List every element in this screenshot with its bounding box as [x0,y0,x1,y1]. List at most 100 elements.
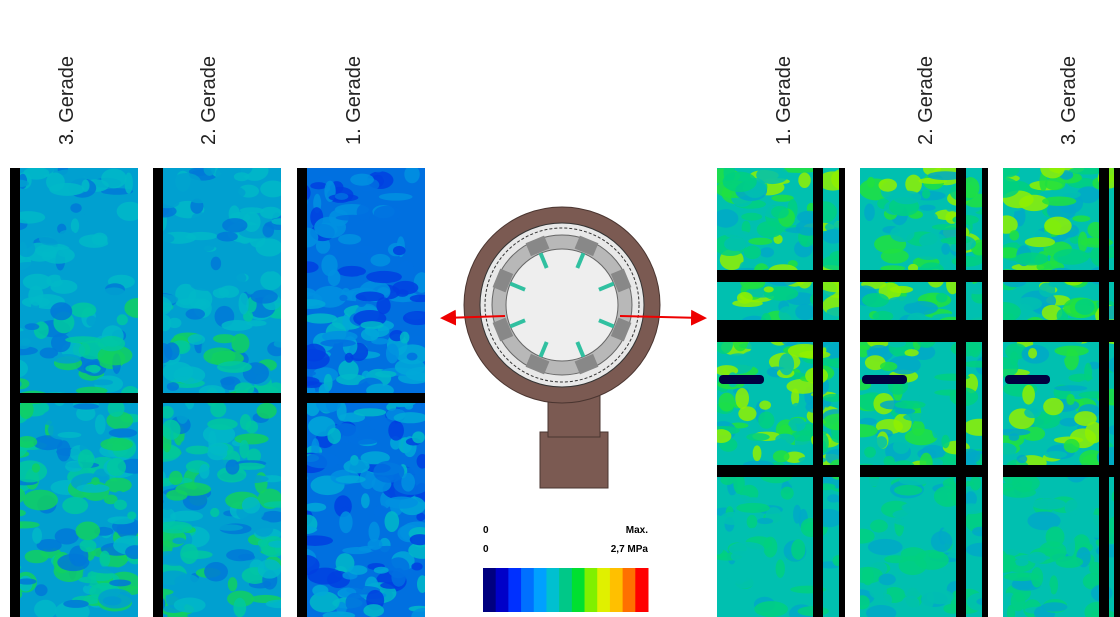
map-blob [1027,511,1061,531]
map-blob [919,232,947,250]
map-blob [741,212,763,221]
map-blob [22,273,52,291]
map-blob [781,168,817,173]
map-blob [239,414,252,430]
map-blob [107,516,135,525]
map-blob [216,524,244,531]
pad-sensor [598,318,615,329]
map-blob [916,580,937,594]
map-blob [927,171,964,181]
map-blob [1031,498,1067,510]
map-blob [220,201,233,208]
map-blob [51,205,73,213]
map-blob [91,379,114,386]
map-blob [271,218,281,225]
pad-sensor [538,252,549,269]
map-blob [32,527,43,544]
legend-min-label: 0 [483,525,489,536]
map-blob [919,204,936,211]
map-gap [1003,270,1120,282]
map-blob [62,496,89,515]
map-blob [107,399,125,417]
map-blob [360,328,380,341]
map-blob [892,439,910,454]
map-blob [350,173,374,186]
map-blob [741,351,762,367]
map-gap [813,168,823,617]
map-blob [931,416,941,439]
map-blob [409,294,425,303]
map-blob [914,245,943,261]
map-blob [124,172,133,194]
map-blob [98,588,133,609]
map-blob [1068,168,1105,175]
map-blob [903,412,937,422]
color-bar-step [635,568,649,612]
map-blob [720,511,746,525]
map-blob [53,353,81,364]
map-gap [860,465,988,477]
map-blob [356,245,375,254]
map-blob [49,182,85,196]
map-blob [348,437,379,445]
map-blob [54,528,79,545]
color-bar-step [546,568,560,612]
map-blob [360,321,384,330]
color-bar-step [609,568,624,612]
map-blob [227,577,238,592]
map-blob [1042,196,1077,206]
map-blob [827,494,841,503]
map-blob [864,446,876,458]
map-blob [109,579,132,587]
map-blob [157,521,193,534]
map-blob [733,472,745,494]
map-blob [31,463,41,473]
map-blob [394,358,425,376]
map-blob [115,490,124,498]
map-blob [1039,172,1048,192]
map-blob [65,336,101,344]
pressure-map [10,168,138,617]
pressure-maps [10,168,1120,617]
map-gap [717,320,845,342]
map-blob [1010,591,1026,612]
map-slot [862,375,907,384]
map-blob [39,232,62,246]
map-blob [162,361,194,383]
map-gap [982,168,988,617]
map-blob [1041,602,1068,612]
map-blob [79,539,97,553]
map-blob [1043,397,1064,416]
map-blob [406,352,418,361]
map-blob [1066,394,1075,406]
pad-sensor [509,318,526,329]
map-blob [113,499,127,511]
color-bar [483,568,649,612]
map-blob [899,516,929,529]
column-label: 3. Gerade [1058,56,1080,145]
map-blob [399,331,410,344]
map-blob [401,472,415,492]
map-blob [373,566,389,574]
map-slot [719,375,764,384]
map-blob [1038,282,1056,298]
map-blob [63,599,89,608]
sensor-diagram [440,206,707,489]
map-blob [210,256,222,271]
map-blob [260,510,281,523]
map-blob [234,382,255,396]
color-bar-step [533,568,547,612]
map-blob [412,431,425,444]
map-blob [1076,186,1100,204]
map-blob [384,511,400,532]
map-blob [406,261,415,279]
map-blob [339,294,348,302]
map-blob [416,454,425,469]
map-blob [76,483,110,493]
map-blob [795,303,815,321]
map-blob [33,435,63,451]
map-blob [1003,428,1031,436]
color-bar-step [559,568,573,612]
pad [492,317,514,342]
map-blob [108,428,138,438]
